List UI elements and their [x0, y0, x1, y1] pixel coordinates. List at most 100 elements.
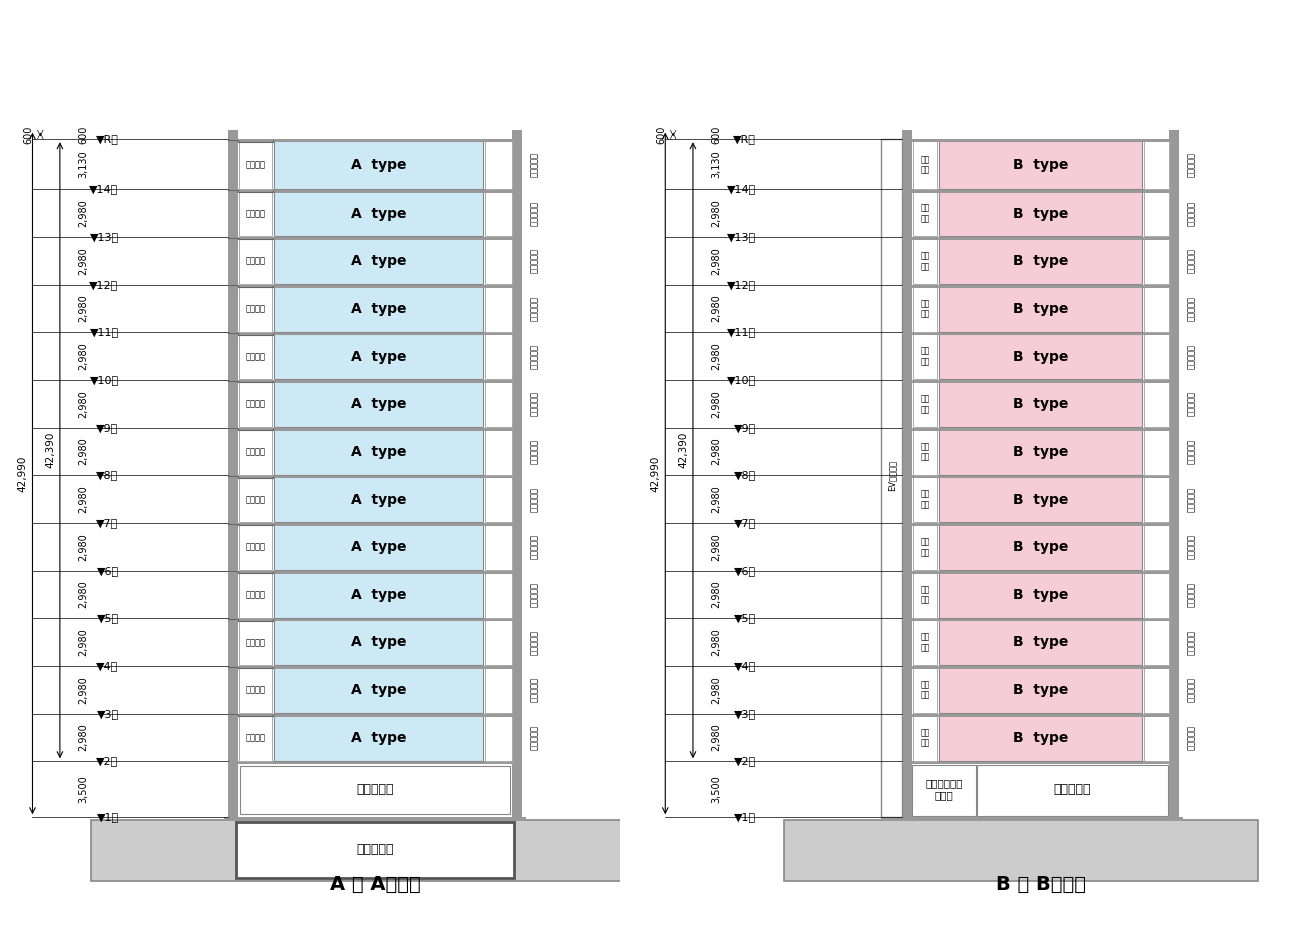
Text: ▼12階: ▼12階 — [89, 280, 119, 289]
Bar — [940, 476, 1143, 522]
Text: 3,130: 3,130 — [79, 151, 88, 178]
Bar — [229, 139, 238, 817]
Text: 共用廮下: 共用廮下 — [245, 160, 266, 169]
Bar — [240, 766, 510, 814]
Text: ▼R階: ▼R階 — [733, 134, 757, 144]
Bar — [229, 285, 522, 288]
Text: バルコニー: バルコニー — [529, 391, 538, 417]
Text: 共用
廮下: 共用 廮下 — [920, 585, 930, 605]
Text: A  type: A type — [351, 349, 407, 363]
Text: バルコニー: バルコニー — [529, 248, 538, 273]
Bar — [239, 285, 272, 332]
Bar — [1144, 572, 1170, 618]
Bar — [484, 572, 513, 618]
Text: ▼14階: ▼14階 — [727, 184, 757, 195]
Bar — [229, 332, 522, 335]
Text: 共用廮下: 共用廮下 — [245, 543, 266, 551]
Text: バルコニー: バルコニー — [529, 630, 538, 654]
Bar — [275, 667, 483, 713]
Text: A  type: A type — [351, 540, 407, 554]
Text: A  type: A type — [351, 157, 407, 171]
Text: 2,980: 2,980 — [711, 580, 722, 608]
Bar — [1170, 139, 1179, 817]
Bar — [940, 191, 1143, 237]
Text: B  type: B type — [1013, 540, 1069, 554]
Bar — [275, 191, 483, 237]
Text: ▼7階: ▼7階 — [97, 518, 119, 528]
Text: バルコニー: バルコニー — [529, 582, 538, 607]
Text: A  type: A type — [351, 683, 407, 697]
Text: 共用
廮下: 共用 廮下 — [920, 537, 930, 557]
Bar — [913, 715, 937, 761]
Text: ▼8階: ▼8階 — [735, 470, 757, 480]
Text: 共用
廮下: 共用 廮下 — [920, 394, 930, 414]
Text: 600: 600 — [79, 125, 88, 143]
Text: バルコニー: バルコニー — [1188, 487, 1197, 512]
Bar — [902, 139, 1179, 142]
Text: ▼12階: ▼12階 — [727, 280, 757, 289]
Text: バルコニー: バルコニー — [1188, 630, 1197, 654]
Bar — [275, 381, 483, 427]
Text: B  type: B type — [1013, 397, 1069, 411]
Text: バルコニー: バルコニー — [529, 534, 538, 560]
Bar — [902, 380, 1179, 383]
Text: 2,980: 2,980 — [79, 580, 88, 608]
Bar — [275, 140, 483, 189]
Bar — [880, 817, 902, 821]
Text: バルコニー: バルコニー — [529, 724, 538, 750]
Bar — [940, 715, 1143, 761]
Bar — [239, 572, 272, 618]
Bar — [913, 667, 937, 713]
Text: ▼8階: ▼8階 — [97, 470, 119, 480]
Bar — [899, 817, 1184, 821]
Bar — [913, 239, 937, 285]
Text: 600: 600 — [711, 125, 722, 143]
Text: A  type: A type — [351, 445, 407, 459]
Bar — [913, 572, 937, 618]
Bar — [1144, 715, 1170, 761]
Text: 共用
廮下: 共用 廮下 — [920, 490, 930, 509]
Text: 2,980: 2,980 — [711, 485, 722, 513]
Bar — [1144, 239, 1170, 285]
Text: バルコニー: バルコニー — [1188, 200, 1197, 226]
Text: B － B断面図: B － B断面図 — [995, 875, 1086, 894]
Bar — [275, 524, 483, 570]
Text: バルコニー: バルコニー — [1188, 439, 1197, 464]
Bar — [940, 333, 1143, 379]
Bar — [229, 475, 522, 478]
Text: 3,500: 3,500 — [79, 775, 88, 803]
Bar — [1144, 333, 1170, 379]
Text: 42,990: 42,990 — [18, 455, 27, 491]
Text: 共用
廮下: 共用 廮下 — [920, 347, 930, 366]
Text: バルコニー: バルコニー — [529, 678, 538, 702]
Text: バルコニー: バルコニー — [1188, 678, 1197, 702]
Text: 2,980: 2,980 — [79, 390, 88, 417]
Bar — [484, 285, 513, 332]
Text: 2,980: 2,980 — [79, 437, 88, 465]
Bar — [229, 523, 522, 526]
Bar — [239, 191, 272, 237]
Bar — [484, 381, 513, 427]
Text: バルコニー: バルコニー — [529, 296, 538, 321]
Bar — [484, 524, 513, 570]
Text: ▼1階: ▼1階 — [97, 812, 119, 822]
Text: 共用廮下: 共用廮下 — [245, 400, 266, 409]
Text: A  type: A type — [351, 636, 407, 650]
Bar — [275, 333, 483, 379]
Bar — [902, 428, 1179, 431]
Text: ▼3階: ▼3階 — [735, 709, 757, 719]
Bar — [913, 191, 937, 237]
Bar — [1144, 429, 1170, 475]
Text: 屋内駐車場: 屋内駐車場 — [356, 782, 394, 796]
Text: A  type: A type — [351, 397, 407, 411]
Text: 共用廮下: 共用廮下 — [245, 733, 266, 742]
Bar — [940, 524, 1143, 570]
Text: A  type: A type — [351, 588, 407, 602]
Bar — [92, 821, 678, 881]
Bar — [940, 429, 1143, 475]
Text: ▼1階: ▼1階 — [735, 812, 757, 822]
Text: 共用廮下: 共用廮下 — [245, 352, 266, 361]
Text: B  type: B type — [1013, 492, 1069, 506]
Text: 共用廮下: 共用廮下 — [245, 638, 266, 647]
Bar — [484, 429, 513, 475]
